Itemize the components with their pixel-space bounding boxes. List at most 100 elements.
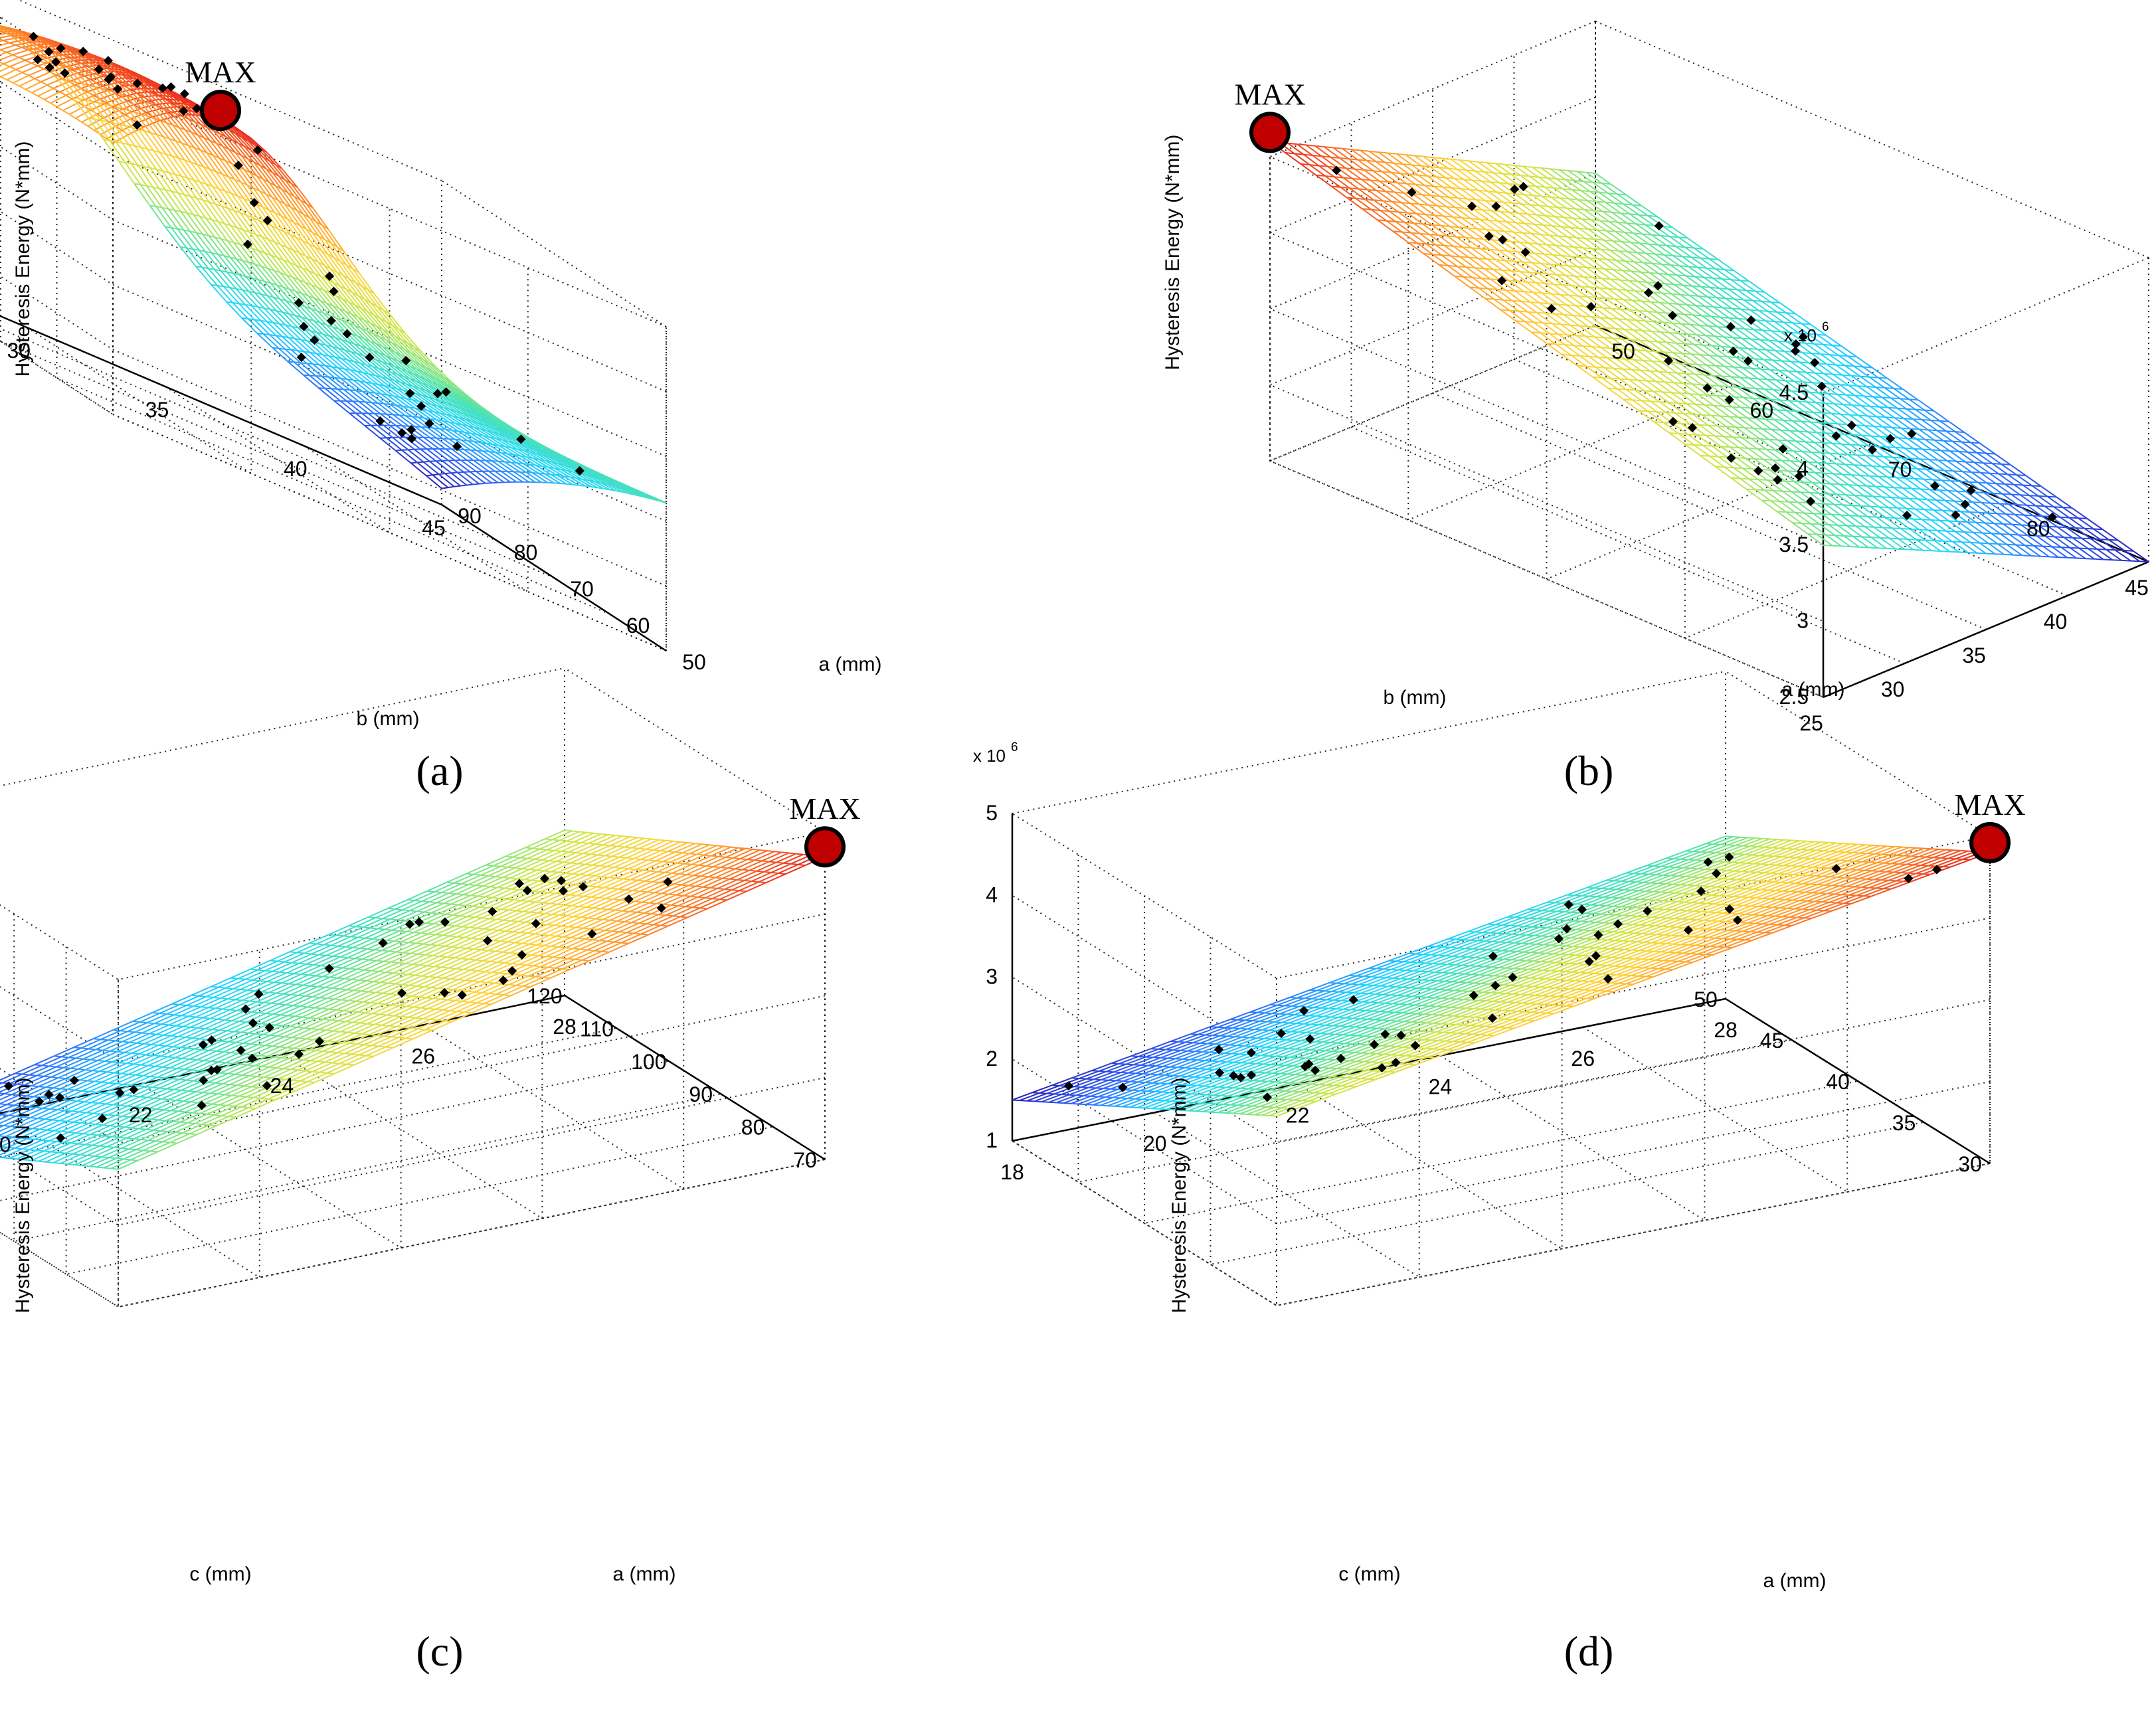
- mesh-line: [1663, 226, 1672, 228]
- mesh-line: [187, 177, 195, 181]
- mesh-line: [1574, 275, 1584, 278]
- mesh-line: [1635, 290, 1645, 293]
- mesh-line: [1407, 212, 1417, 214]
- mesh-line: [1879, 406, 1889, 408]
- mesh-line: [1943, 440, 1959, 452]
- mesh-line: [165, 226, 172, 228]
- mesh-line: [1708, 424, 1724, 438]
- mesh-line: [113, 122, 120, 126]
- mesh-line: [1559, 169, 1569, 171]
- mesh-line: [1850, 474, 1867, 487]
- grid-lines: [1268, 21, 2149, 699]
- mesh-line: [1454, 275, 1464, 278]
- mesh-line: [364, 425, 381, 439]
- mesh-line: [1785, 480, 1801, 493]
- mesh-line: [1833, 473, 1849, 485]
- mesh-line: [122, 142, 129, 145]
- mesh-line: [1669, 236, 1679, 238]
- mesh-line: [1936, 430, 1953, 442]
- mesh-line: [1629, 379, 1639, 381]
- mesh-line: [2060, 516, 2076, 529]
- mesh-line: [1674, 313, 1684, 315]
- mesh-line: [1649, 370, 1666, 383]
- mesh-line: [1713, 404, 1730, 418]
- mesh-line: [1831, 513, 1847, 527]
- mesh-line: [407, 449, 424, 463]
- mesh-line: [22, 65, 39, 74]
- mesh-line: [1676, 246, 1685, 248]
- mesh-line: [181, 175, 188, 179]
- mesh-line: [3, 56, 19, 65]
- mesh-line: [134, 104, 141, 110]
- mesh-line: [1540, 332, 1556, 345]
- mesh-line: [81, 122, 88, 127]
- mesh-line: [1534, 321, 1544, 324]
- mesh-line: [1972, 501, 1989, 514]
- mesh-line: [1875, 386, 1892, 399]
- mesh-line: [1621, 308, 1630, 311]
- mesh-line: [1704, 404, 1714, 406]
- mesh-line: [1851, 375, 1860, 377]
- mesh-line: [1788, 501, 1805, 514]
- mesh-line: [1753, 428, 1769, 440]
- mesh-line: [1599, 220, 1609, 222]
- mesh-line: [1935, 499, 1952, 512]
- mesh-line: [53, 88, 60, 93]
- mesh-line: [1321, 155, 1331, 158]
- mesh-line: [1900, 497, 1916, 510]
- mesh-line: [2075, 527, 2092, 540]
- mesh-line: [1912, 418, 1929, 431]
- mesh-line: [1862, 465, 1879, 477]
- mesh-line: [165, 189, 172, 193]
- mesh-line: [1918, 498, 1934, 511]
- mesh-line: [1799, 361, 1809, 364]
- mesh-line: [1817, 462, 1834, 475]
- mesh-line: [1894, 417, 1911, 430]
- mesh-line: [1619, 378, 1629, 381]
- mesh-line: [1759, 339, 1769, 341]
- mesh-line: [1650, 400, 1666, 413]
- mesh-line: [1867, 415, 1884, 428]
- mesh-line: [1881, 496, 1898, 509]
- mesh-line: [1888, 507, 1904, 519]
- mesh-line: [1360, 149, 1370, 152]
- mesh-line: [1973, 531, 1989, 545]
- mesh-line: [1763, 359, 1779, 371]
- mesh-line: [1479, 218, 1489, 221]
- mesh-line: [1827, 363, 1837, 366]
- mesh-line: [125, 161, 132, 165]
- mesh-line: [1835, 463, 1852, 475]
- mesh-line: [1738, 347, 1755, 360]
- mesh-line: [1534, 223, 1544, 226]
- mesh-line: [1738, 447, 1755, 460]
- mesh-line: [1996, 513, 2013, 525]
- mesh-line: [3, 63, 11, 68]
- mesh-line: [87, 126, 95, 131]
- mesh-line: [161, 207, 169, 210]
- mesh-line: [15, 62, 32, 70]
- mesh-line: [1435, 244, 1445, 246]
- mesh-line: [1438, 234, 1447, 237]
- mesh-line: [1581, 315, 1591, 317]
- mesh-line: [1621, 213, 1630, 215]
- mesh-line: [1848, 385, 1858, 387]
- mesh-line: [1294, 153, 1304, 155]
- mesh-line: [1439, 264, 1449, 266]
- mesh-line: [1554, 216, 1564, 218]
- mesh-line: [1598, 258, 1607, 260]
- mesh-line: [1839, 355, 1848, 357]
- mesh-line: [1734, 298, 1744, 301]
- mesh-line: [416, 462, 433, 475]
- mesh-line: [1965, 491, 1982, 503]
- mesh-line: [1687, 333, 1697, 336]
- mesh-line: [6, 79, 14, 84]
- mesh-line: [1820, 353, 1830, 356]
- mesh-line: [1431, 195, 1440, 197]
- mesh-line: [1836, 364, 1845, 367]
- mesh-line: [1533, 195, 1542, 197]
- mesh-line: [1649, 243, 1658, 246]
- mesh-line: [0, 61, 4, 65]
- mesh-line: [1536, 282, 1545, 284]
- mesh-line: [149, 167, 157, 170]
- mesh-line: [1557, 303, 1567, 306]
